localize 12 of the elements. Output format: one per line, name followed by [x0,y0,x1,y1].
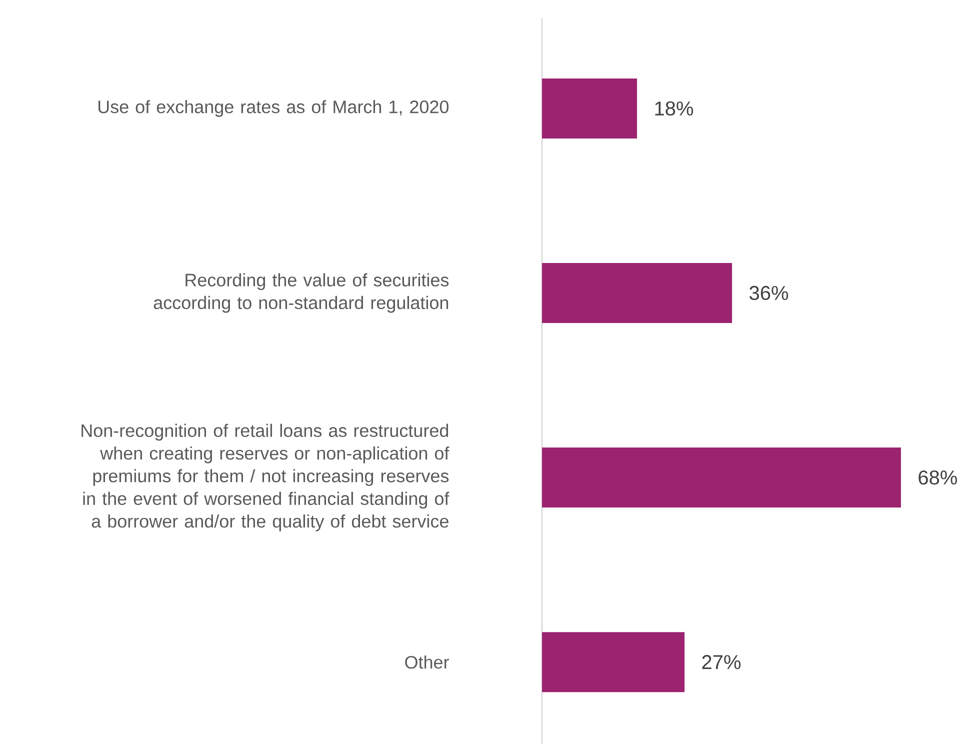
bar [542,78,638,138]
data-label: 27% [702,655,741,670]
y-tick-label: Other [405,655,449,669]
y-tick-label: Non-recognition of retail loans as restructured when creating reserves or non-aplication of premiums for them / not increasing reserves in the event of worsened financial standing of a borrower and/or the quality of debt service [82,424,450,532]
data-label: 36% [750,286,788,300]
bar [542,448,901,508]
data-label: 68% [918,470,957,485]
bar [542,262,732,323]
data-label: 18% [655,101,694,116]
y-tick-label: Recording the value of securities according to non-standard regulation [154,273,449,313]
y-tick-label: Use of exchange rates as of March 1, 2020 [98,100,449,117]
bar [542,632,685,692]
